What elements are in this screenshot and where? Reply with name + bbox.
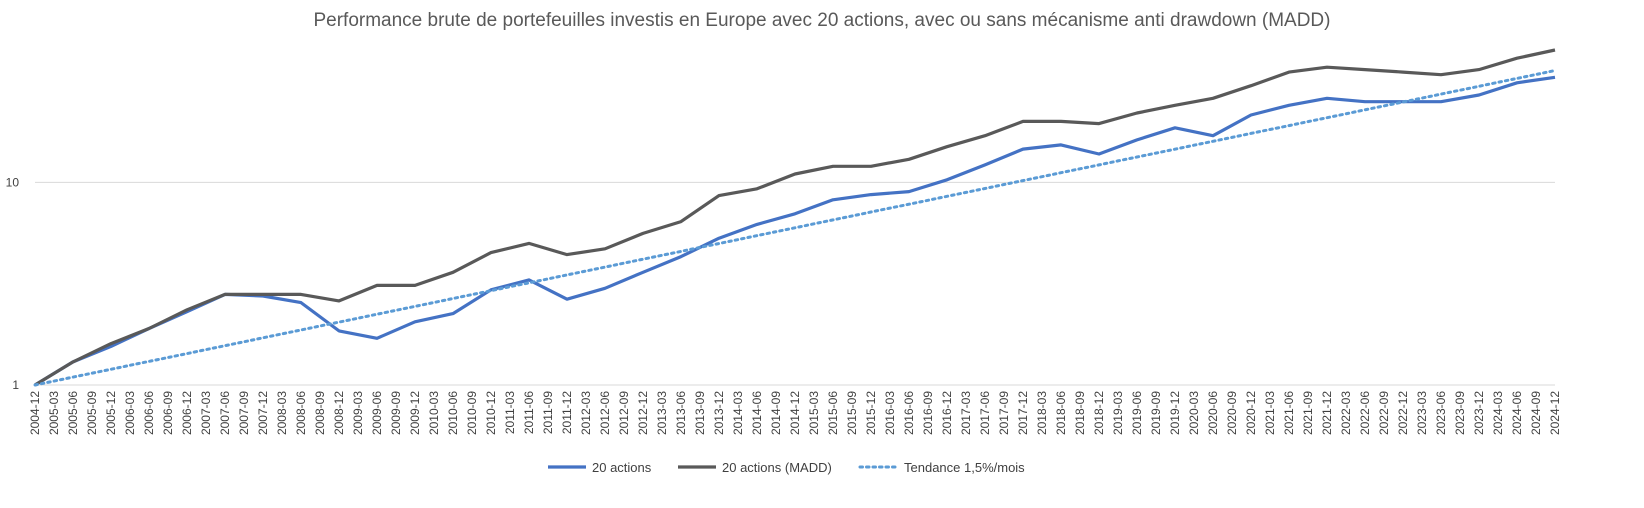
- x-tick-label: 2022-06: [1358, 391, 1372, 435]
- x-tick-label: 2024-06: [1510, 391, 1524, 435]
- x-tick-label: 2018-09: [1073, 391, 1087, 435]
- x-tick-label: 2020-09: [1225, 391, 1239, 435]
- x-tick-label: 2011-12: [560, 391, 574, 434]
- y-tick-label: 1: [12, 378, 19, 392]
- x-tick-label: 2017-09: [997, 391, 1011, 435]
- legend-label-2: Tendance 1,5%/mois: [904, 460, 1025, 475]
- series-layer: [33, 48, 1557, 387]
- y-axis: 1 10: [6, 175, 20, 392]
- x-tick-label: 2016-03: [883, 391, 897, 435]
- x-tick-label: 2012-09: [617, 391, 631, 435]
- x-tick-label: 2010-06: [446, 391, 460, 435]
- x-tick-label: 2007-06: [218, 391, 232, 435]
- x-tick-label: 2020-12: [1244, 391, 1258, 435]
- x-tick-label: 2023-12: [1472, 391, 1486, 435]
- x-tick-label: 2011-06: [522, 391, 536, 434]
- x-tick-label: 2015-03: [807, 391, 821, 435]
- legend-label-1: 20 actions (MADD): [722, 460, 832, 475]
- x-tick-label: 2015-12: [864, 391, 878, 435]
- x-tick-label: 2014-12: [788, 391, 802, 435]
- x-tick-label: 2013-03: [655, 391, 669, 435]
- x-tick-label: 2004-12: [28, 391, 42, 435]
- x-tick-label: 2009-06: [370, 391, 384, 435]
- x-tick-label: 2019-09: [1149, 391, 1163, 435]
- x-tick-label: 2012-03: [579, 391, 593, 435]
- x-tick-label: 2007-09: [237, 391, 251, 435]
- x-tick-label: 2016-06: [902, 391, 916, 435]
- chart-title: Performance brute de portefeuilles inves…: [313, 10, 1331, 31]
- x-tick-label: 2019-03: [1111, 391, 1125, 435]
- legend: 20 actions 20 actions (MADD) Tendance 1,5%…: [548, 460, 1025, 475]
- x-tick-label: 2022-09: [1377, 391, 1391, 435]
- x-tick-label: 2021-06: [1282, 391, 1296, 435]
- x-tick-label: 2005-12: [104, 391, 118, 435]
- x-tick-label: 2006-09: [161, 391, 175, 435]
- x-tick-label: 2006-03: [123, 391, 137, 435]
- x-tick-label: 2012-12: [636, 391, 650, 435]
- x-tick-label: 2023-06: [1434, 391, 1448, 435]
- x-tick-label: 2005-09: [85, 391, 99, 435]
- x-tick-label: 2011-09: [541, 391, 555, 434]
- y-tick-label: 10: [6, 175, 20, 189]
- x-tick-label: 2013-09: [693, 391, 707, 435]
- x-tick-label: 2018-06: [1054, 391, 1068, 435]
- x-tick-label: 2013-12: [712, 391, 726, 435]
- x-tick-label: 2007-03: [199, 391, 213, 435]
- series-line-0: [34, 75, 1556, 387]
- legend-label-0: 20 actions: [592, 460, 652, 475]
- x-tick-label: 2021-03: [1263, 391, 1277, 435]
- x-tick-label: 2016-09: [921, 391, 935, 435]
- grid-layer: [35, 181, 1555, 386]
- x-tick-label: 2023-03: [1415, 391, 1429, 435]
- x-tick-label: 2024-09: [1529, 391, 1543, 435]
- x-tick-label: 2010-09: [465, 391, 479, 435]
- x-tick-label: 2024-12: [1548, 391, 1562, 435]
- x-tick-label: 2008-12: [332, 391, 346, 435]
- x-tick-label: 2018-03: [1035, 391, 1049, 435]
- x-tick-label: 2022-03: [1339, 391, 1353, 435]
- x-tick-label: 2005-03: [47, 391, 61, 435]
- x-tick-label: 2019-06: [1130, 391, 1144, 435]
- x-tick-label: 2012-06: [598, 391, 612, 435]
- x-tick-label: 2024-03: [1491, 391, 1505, 435]
- x-tick-label: 2015-09: [845, 391, 859, 435]
- x-tick-label: 2021-09: [1301, 391, 1315, 435]
- x-tick-label: 2018-12: [1092, 391, 1106, 435]
- x-tick-label: 2017-03: [959, 391, 973, 435]
- x-tick-label: 2014-03: [731, 391, 745, 435]
- series-line-2: [33, 69, 1557, 387]
- x-tick-label: 2017-12: [1016, 391, 1030, 435]
- x-tick-label: 2009-03: [351, 391, 365, 435]
- x-tick-label: 2022-12: [1396, 391, 1410, 435]
- x-axis: 2004-12 2005-03 2005-06 2005-09 2005-12 2006-…: [28, 391, 1562, 435]
- x-tick-label: 2010-03: [427, 391, 441, 435]
- x-tick-label: 2005-06: [66, 391, 80, 435]
- x-tick-label: 2009-09: [389, 391, 403, 435]
- x-tick-label: 2011-03: [503, 391, 517, 434]
- x-tick-label: 2009-12: [408, 391, 422, 435]
- x-tick-label: 2010-12: [484, 391, 498, 435]
- series-line-1: [34, 48, 1556, 387]
- x-tick-label: 2006-12: [180, 391, 194, 435]
- x-tick-label: 2013-06: [674, 391, 688, 435]
- x-tick-label: 2020-06: [1206, 391, 1220, 435]
- x-tick-label: 2017-06: [978, 391, 992, 435]
- x-tick-label: 2006-06: [142, 391, 156, 435]
- x-tick-label: 2019-12: [1168, 391, 1182, 435]
- x-tick-label: 2008-03: [275, 391, 289, 435]
- x-tick-label: 2015-06: [826, 391, 840, 435]
- x-tick-label: 2008-09: [313, 391, 327, 435]
- x-tick-label: 2014-09: [769, 391, 783, 435]
- x-tick-label: 2020-03: [1187, 391, 1201, 435]
- x-tick-label: 2014-06: [750, 391, 764, 435]
- x-tick-label: 2008-06: [294, 391, 308, 435]
- x-tick-label: 2007-12: [256, 391, 270, 435]
- x-tick-label: 2016-12: [940, 391, 954, 435]
- x-tick-label: 2023-09: [1453, 391, 1467, 435]
- x-tick-label: 2021-12: [1320, 391, 1334, 435]
